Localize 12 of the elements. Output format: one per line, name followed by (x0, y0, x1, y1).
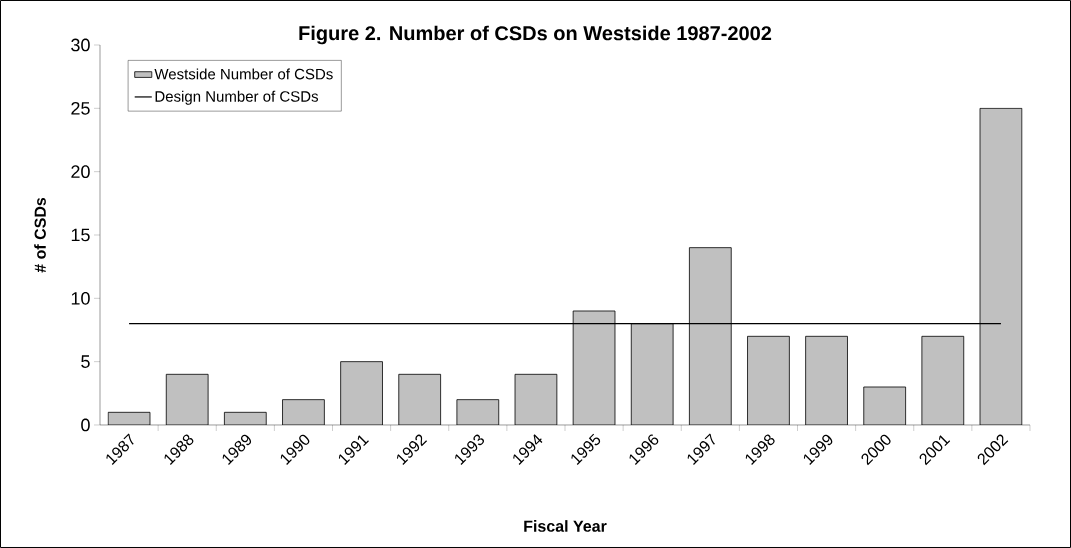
legend-label: Design Number of CSDs (155, 90, 319, 105)
y-tick-label: 30 (71, 38, 90, 52)
chart-title: Figure 2. Number of CSDs on Westside 1987-2002 (299, 25, 772, 45)
y-axis-title: # of CSDs (34, 197, 46, 273)
y-tick-label: 0 (81, 418, 90, 432)
x-axis-title: Fiscal Year (524, 520, 607, 532)
y-tick-label: 5 (81, 355, 90, 368)
legend-label: Westside Number of CSDs (154, 68, 333, 80)
y-tick-label: 25 (71, 101, 90, 115)
y-tick-label: 10 (71, 291, 90, 305)
y-tick-label: 20 (71, 165, 90, 179)
y-tick-label: 15 (71, 228, 90, 242)
